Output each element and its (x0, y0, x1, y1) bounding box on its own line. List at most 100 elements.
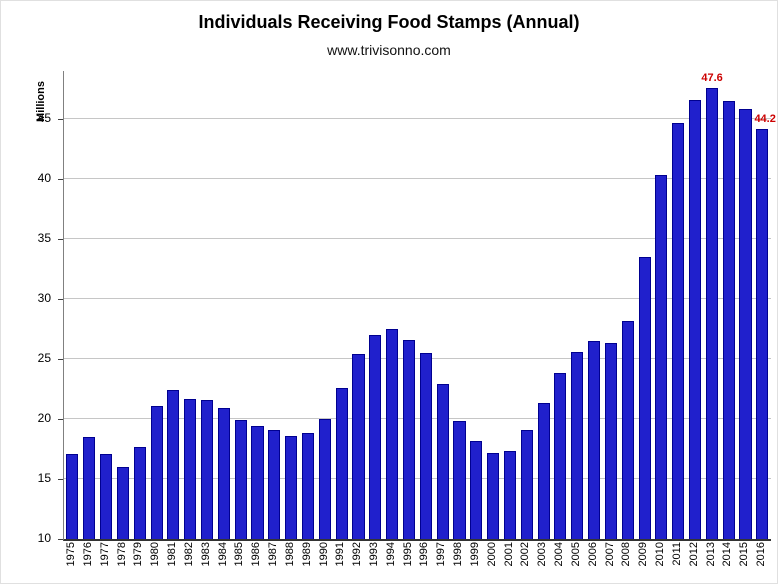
x-label-2001: 2001 (502, 542, 515, 567)
bar-slot-2006 (586, 71, 603, 539)
bar-slot-1991 (333, 71, 350, 539)
x-label-1996: 1996 (418, 542, 431, 567)
bar-2003 (537, 403, 550, 539)
bar-1998 (453, 421, 466, 539)
bar-slot-1985 (232, 71, 249, 539)
bar-slot-2005 (569, 71, 586, 539)
bar-slot-1984 (215, 71, 232, 539)
bar-slot-2011 (670, 71, 687, 539)
x-slot-2005: 2005 (568, 542, 585, 583)
gridline-15 (64, 478, 771, 479)
bar-1991 (335, 387, 348, 539)
y-tick-label-40: 40 (37, 171, 51, 185)
bar-slot-1981 (165, 71, 182, 539)
bar-slot-1976 (81, 71, 98, 539)
x-label-2007: 2007 (603, 542, 616, 567)
y-tick-15 (58, 478, 63, 480)
bar-2001 (503, 451, 516, 539)
x-slot-1986: 1986 (248, 542, 265, 583)
bar-slot-2007 (603, 71, 620, 539)
x-label-1982: 1982 (182, 542, 195, 567)
bar-1994 (386, 329, 399, 539)
bar-2004 (554, 373, 567, 539)
x-label-1988: 1988 (283, 542, 296, 567)
bar-2015 (739, 109, 752, 539)
bar-slot-1995 (401, 71, 418, 539)
y-tick-45 (58, 118, 63, 120)
x-label-1981: 1981 (166, 542, 179, 567)
x-label-1987: 1987 (267, 542, 280, 567)
x-slot-2008: 2008 (618, 542, 635, 583)
x-label-1977: 1977 (98, 542, 111, 567)
y-tick-30 (58, 298, 63, 300)
bar-slot-2013 (703, 71, 720, 539)
x-label-1999: 1999 (468, 542, 481, 567)
bar-slot-1980 (148, 71, 165, 539)
bar-1982 (184, 398, 197, 539)
x-label-2004: 2004 (553, 542, 566, 567)
bar-slot-1982 (182, 71, 199, 539)
x-slot-1987: 1987 (265, 542, 282, 583)
bar-2009 (638, 257, 651, 539)
x-label-2000: 2000 (485, 542, 498, 567)
bar-1985 (234, 420, 247, 539)
x-slot-2012: 2012 (686, 542, 703, 583)
bar-slot-2002 (518, 71, 535, 539)
y-axis: 10 15 20 25 30 35 40 45 (1, 71, 63, 544)
gridline-40 (64, 178, 771, 179)
x-slot-1993: 1993 (366, 542, 383, 583)
x-slot-1975: 1975 (63, 542, 80, 583)
x-label-1975: 1975 (65, 542, 78, 567)
x-slot-1979: 1979 (130, 542, 147, 583)
x-label-1984: 1984 (216, 542, 229, 567)
bar-slot-1978 (114, 71, 131, 539)
bar-slot-1986 (249, 71, 266, 539)
gridline-45 (64, 118, 771, 119)
x-axis: 1975 1976 1977 1978 1979 1980 1981 1982 1983 1984… (63, 542, 770, 583)
bar-slot-2009 (636, 71, 653, 539)
y-tick-label-10: 10 (37, 531, 51, 545)
x-label-1979: 1979 (132, 542, 145, 567)
x-label-2013: 2013 (704, 542, 717, 567)
bar-slot-2014 (720, 71, 737, 539)
x-slot-1988: 1988 (282, 542, 299, 583)
x-label-1991: 1991 (334, 542, 347, 567)
bar-slot-1993 (367, 71, 384, 539)
x-slot-1989: 1989 (299, 542, 316, 583)
annotation-2013: 47.6 (701, 71, 723, 84)
bar-slot-1989 (300, 71, 317, 539)
x-slot-1999: 1999 (467, 542, 484, 583)
x-label-1994: 1994 (384, 542, 397, 567)
x-label-1998: 1998 (452, 542, 465, 567)
chart-title: Individuals Receiving Food Stamps (Annua… (198, 12, 580, 32)
y-tick-label-25: 25 (37, 351, 51, 365)
y-tick-20 (58, 418, 63, 420)
bar-2010 (655, 175, 668, 539)
bar-1995 (402, 339, 416, 539)
x-label-1978: 1978 (115, 542, 128, 567)
x-label-1997: 1997 (435, 542, 448, 567)
bar-1987 (268, 429, 281, 539)
x-label-2003: 2003 (536, 542, 549, 567)
bar-1977 (100, 453, 113, 539)
bar-2005 (571, 351, 584, 539)
plot-area: 47.6 44.2 (63, 71, 776, 541)
x-slot-1978: 1978 (113, 542, 130, 583)
y-tick-25 (58, 358, 63, 360)
bar-slot-2010 (653, 71, 670, 539)
bar-slot-1975 (64, 71, 81, 539)
x-slot-2014: 2014 (719, 542, 736, 583)
gridline-25 (64, 358, 771, 359)
gridline-20 (64, 418, 771, 419)
x-label-1995: 1995 (401, 542, 414, 567)
bar-slot-1987 (266, 71, 283, 539)
bar-2008 (621, 320, 634, 539)
x-slot-1985: 1985 (231, 542, 248, 583)
bar-slot-1979 (131, 71, 148, 539)
bar-1999 (470, 440, 483, 539)
x-label-2005: 2005 (569, 542, 582, 567)
bar-2000 (487, 452, 500, 539)
x-slot-1997: 1997 (433, 542, 450, 583)
x-slot-2003: 2003 (534, 542, 551, 583)
